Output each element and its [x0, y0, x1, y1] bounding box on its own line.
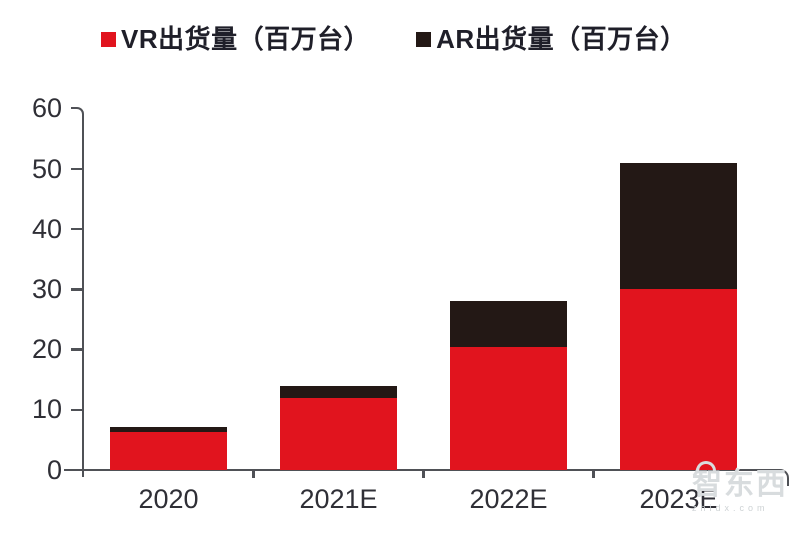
legend-item-vr: VR出货量（百万台） [101, 24, 370, 54]
legend-item-ar: AR出货量（百万台） [416, 24, 687, 54]
y-axis-top-hook [71, 106, 84, 119]
legend: VR出货量（百万台） AR出货量（百万台） [101, 24, 687, 54]
x-axis-end-hook [774, 468, 789, 486]
bar-2020-vr-segment [110, 432, 227, 470]
y-axis-tick [71, 167, 83, 171]
x-axis-label-2023E: 2023E [639, 484, 718, 514]
x-axis-line [64, 468, 776, 471]
y-axis-label-60: 60 [31, 93, 62, 124]
bar-2022E-ar-segment [450, 301, 567, 347]
bar-2023E-ar-segment [620, 162, 737, 290]
x-axis-label-2020: 2020 [138, 484, 199, 514]
x-axis-label-2021E: 2021E [299, 484, 378, 514]
ar-series-swatch-icon [416, 32, 432, 47]
y-axis-tick [71, 227, 83, 231]
y-axis-line [81, 116, 84, 477]
y-axis-tick [71, 288, 83, 291]
bar-2022E-vr-segment [450, 346, 567, 470]
bar-2021E-vr-segment [280, 397, 397, 470]
y-axis-label-10: 10 [31, 394, 62, 425]
y-axis-label-40: 40 [31, 213, 62, 244]
vr-series-swatch-icon [101, 32, 116, 47]
y-axis-label-30: 30 [31, 273, 62, 304]
x-axis-tick [252, 468, 255, 478]
x-axis-tick [422, 468, 425, 478]
x-axis-label-2022E: 2022E [469, 484, 548, 514]
y-axis-label-50: 50 [31, 153, 62, 184]
x-axis-tick [592, 468, 595, 478]
vr-legend-label: VR出货量（百万台） [121, 24, 371, 54]
y-axis-label-0: 0 [46, 454, 62, 485]
bar-2020-ar-segment [110, 427, 227, 433]
bar-2021E-ar-segment [280, 385, 397, 398]
ar-legend-label: AR出货量（百万台） [436, 24, 687, 54]
y-axis-tick [71, 408, 83, 412]
y-axis-label-20: 20 [31, 334, 62, 365]
y-axis-tick [71, 348, 83, 351]
bar-2023E-vr-segment [620, 289, 737, 470]
